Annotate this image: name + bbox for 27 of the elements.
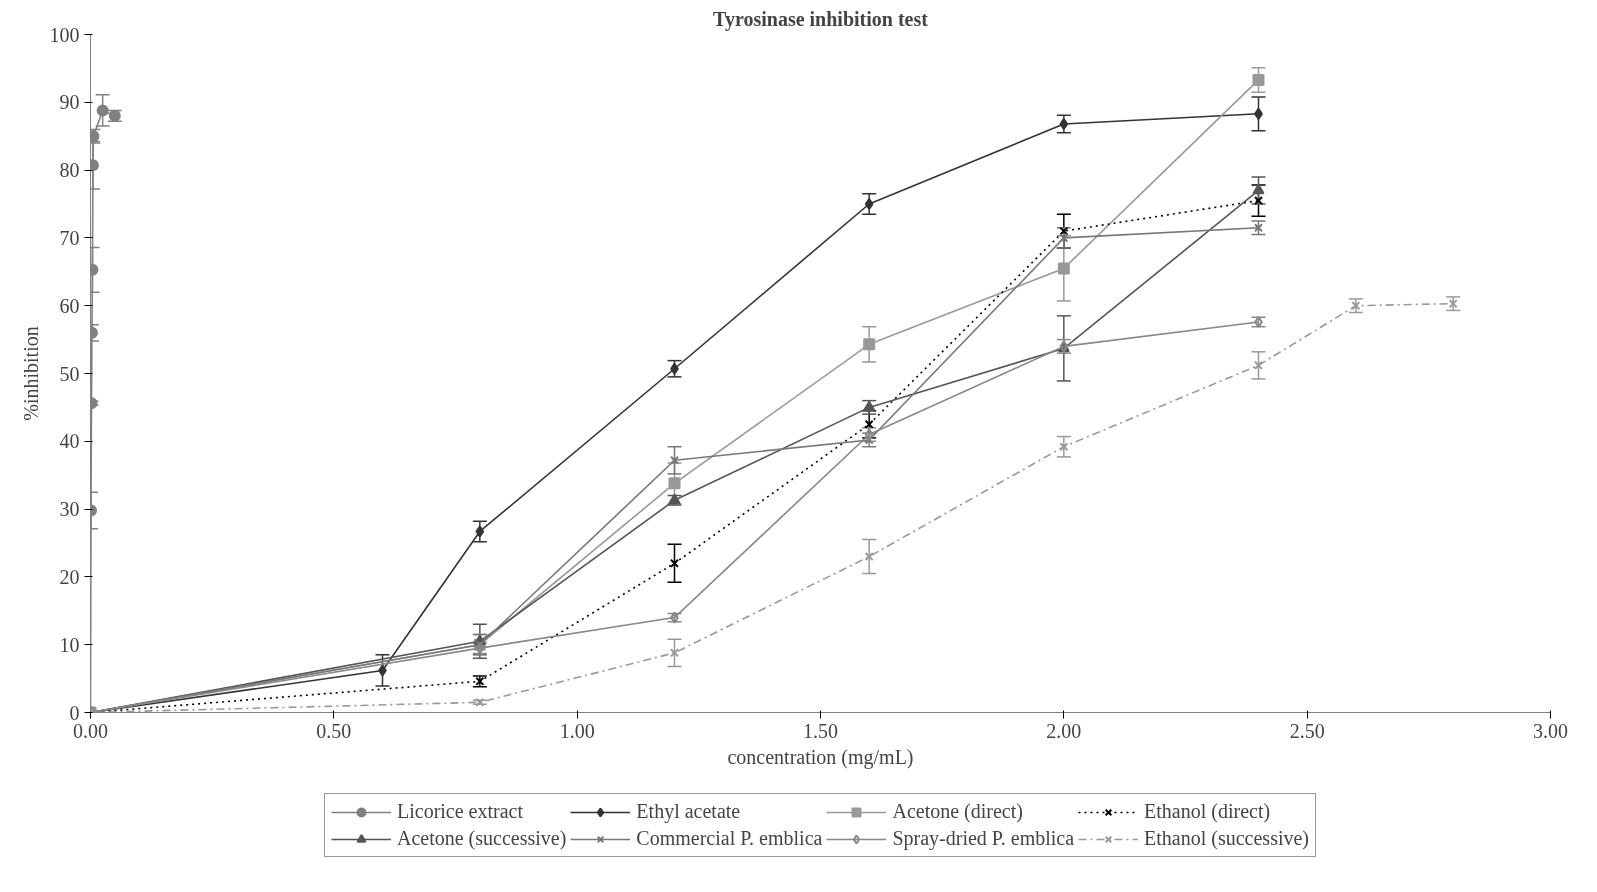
legend-label: Acetone (direct): [892, 800, 1023, 823]
legend-label: Ethanol (successive): [1144, 827, 1310, 850]
y-tick-label: 80: [59, 159, 80, 182]
x-tick-label: 1.50: [803, 719, 838, 742]
y-tick-label: 100: [49, 23, 80, 46]
y-tick-label: 20: [59, 565, 80, 588]
y-tick-label: 90: [59, 91, 80, 114]
y-tick-label: 50: [59, 362, 80, 385]
y-tick-label: 70: [59, 226, 80, 249]
legend-label: Acetone (successive): [396, 827, 567, 850]
x-axis-title: concentration (mg/mL): [727, 745, 914, 769]
chart-title: Tyrosinase inhibition test: [713, 7, 929, 31]
y-tick-label: 40: [59, 430, 80, 453]
y-tick-label: 30: [59, 498, 80, 521]
legend-label: Ethanol (direct): [1144, 800, 1271, 823]
legend-label: Licorice extract: [396, 800, 524, 823]
x-tick-label: 2.50: [1289, 719, 1325, 742]
y-tick-label: 10: [59, 633, 80, 656]
x-tick-label: 3.00: [1533, 719, 1568, 742]
x-tick-label: 2.00: [1046, 719, 1082, 742]
legend-label: Ethyl acetate: [636, 800, 741, 823]
x-tick-label: 1.00: [559, 719, 595, 742]
y-tick-label: 60: [59, 294, 80, 317]
legend-label: Commercial P. emblica: [636, 827, 823, 850]
y-axis-title: %inhibition: [19, 326, 42, 421]
legend-label: Spray-dried P. emblica: [892, 827, 1075, 850]
x-tick-label: 0.50: [316, 719, 352, 742]
